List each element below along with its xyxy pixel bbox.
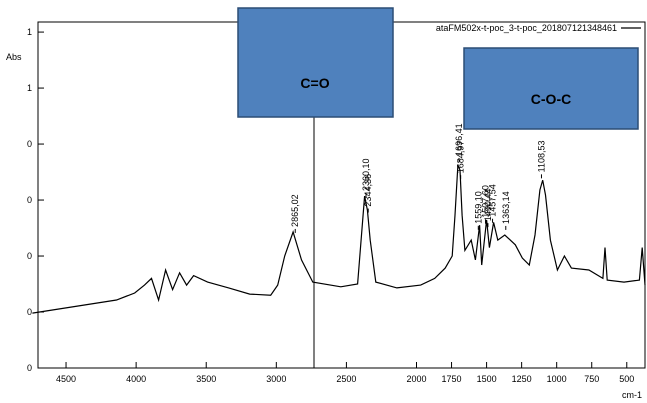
y-tick-label: 0 bbox=[27, 139, 32, 149]
peak-label: 2360,10 bbox=[361, 159, 371, 192]
peak-label: 2344,36 bbox=[363, 174, 373, 207]
y-tick-label: 0 bbox=[27, 307, 32, 317]
annotation-text: C=O bbox=[300, 75, 329, 91]
peak-label: 1696,41 bbox=[454, 123, 464, 156]
peak-label: 1507,60 bbox=[481, 185, 491, 218]
x-axis-label: cm-1 bbox=[622, 390, 642, 400]
peak-label: 1457,54 bbox=[488, 184, 498, 217]
x-tick-label: 2000 bbox=[406, 374, 426, 384]
annotation-text: C-O-C bbox=[531, 91, 571, 107]
y-tick-label: 0 bbox=[27, 251, 32, 261]
peak-label: 1108,53 bbox=[536, 140, 546, 172]
x-tick-label: 1000 bbox=[547, 374, 567, 384]
peak-label: 2865,02 bbox=[290, 194, 300, 227]
y-tick-label: 0 bbox=[27, 363, 32, 373]
y-tick-label: 1 bbox=[27, 27, 32, 37]
peak-label: 1559,10 bbox=[473, 191, 483, 224]
peak-label: 1490,44 bbox=[483, 189, 493, 222]
x-tick-label: 4000 bbox=[126, 374, 146, 384]
x-tick-label: 1250 bbox=[512, 374, 532, 384]
peak-label: 1363,14 bbox=[501, 191, 511, 224]
x-tick-label: 1750 bbox=[442, 374, 462, 384]
x-tick-label: 2500 bbox=[336, 374, 356, 384]
annotations: C=O C-O-C bbox=[237, 7, 639, 368]
x-tick-label: 3500 bbox=[196, 374, 216, 384]
legend-label: ataFM502x-t-poc_3-t-poc_201807121348461 bbox=[436, 23, 617, 33]
peak-label: 1684,97 bbox=[456, 141, 466, 174]
y-tick-label: 0 bbox=[27, 195, 32, 205]
annotation-box bbox=[463, 47, 639, 130]
x-tick-label: 500 bbox=[619, 374, 634, 384]
y-tick-label: 1 bbox=[27, 83, 32, 93]
spectrum-line bbox=[32, 164, 646, 314]
y-axis-label: Abs bbox=[6, 52, 22, 62]
x-tick-label: 3000 bbox=[266, 374, 286, 384]
x-tick-label: 750 bbox=[584, 374, 599, 384]
x-tick-label: 4500 bbox=[56, 374, 76, 384]
x-tick-label: 1500 bbox=[477, 374, 497, 384]
annotation-box bbox=[237, 7, 394, 118]
